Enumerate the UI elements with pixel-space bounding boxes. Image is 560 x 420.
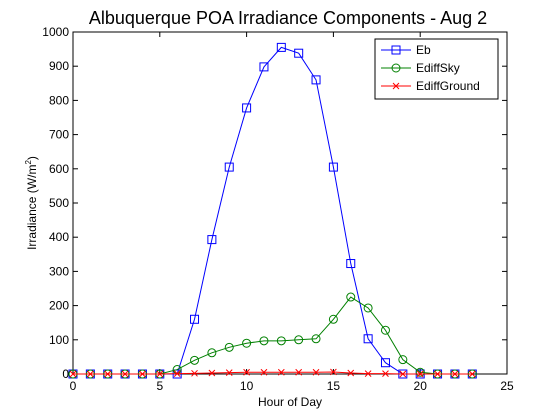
data-point-ediffground [295,368,303,376]
data-point-ediffsky [398,355,408,365]
legend: Eb EdiffSky EdiffGround [374,38,499,100]
data-point-eb [363,334,373,344]
legend-label: EdiffGround [416,79,480,93]
x-tick-label: 20 [414,379,428,393]
legend-entry-eb: Eb [381,43,431,57]
data-point-ediffsky [311,334,321,344]
y-tick-label: 300 [49,264,69,278]
y-axis-label-close: ) [25,156,39,160]
data-point-eb [346,259,356,269]
legend-swatch-marker [391,45,401,55]
y-tick-label: 0 [62,367,69,381]
data-point-ediffsky [190,355,200,365]
legend-entry-ediffground: EdiffGround [381,79,480,93]
y-tick-label: 900 [49,59,69,73]
data-point-ediffground [225,369,233,376]
y-tick-label: 600 [49,162,69,176]
data-point-ediffsky [415,367,425,377]
data-point-ediffground [139,370,146,378]
x-tick-label: 0 [70,379,77,393]
data-point-ediffsky [242,338,252,348]
data-point-ediffsky [224,342,234,352]
data-point-ediffground [330,368,337,376]
data-point-ediffsky [294,335,304,345]
legend-box [374,38,499,100]
data-point-ediffsky [259,336,269,346]
data-point-ediffground [382,370,389,378]
data-point-ediffground [208,369,216,377]
x-axis-label: Hour of Day [258,395,322,409]
data-point-eb [190,314,200,324]
data-point-ediffground [173,370,181,378]
legend-label: EdiffSky [416,61,460,75]
y-tick-label: 1000 [42,25,69,39]
legend-swatch-marker [391,63,401,73]
chart-title: Albuquerque POA Irradiance Components - … [89,8,487,28]
x-tick-label: 10 [240,379,254,393]
data-point-ediffground [468,370,476,378]
y-tick-label: 400 [49,230,69,244]
data-point-ediffground [104,370,112,378]
y-tick-label: 700 [49,128,69,142]
data-point-eb [224,162,234,172]
y-tick-label: 100 [49,333,69,347]
data-point-ediffground [121,370,129,378]
data-point-ediffground [434,370,441,378]
data-point-ediffground [312,368,320,376]
data-point-eb [259,62,269,72]
x-tick-label: 15 [327,379,341,393]
data-point-ediffground [243,368,250,376]
data-point-ediffground [156,370,164,378]
y-axis-label-superscript: 2 [24,160,33,165]
data-point-eb [242,103,252,113]
data-point-ediffground [277,368,285,376]
y-axis-label-main: Irradiance (W/m [25,165,39,250]
y-tick-label: 200 [49,299,69,313]
data-point-eb [328,162,338,172]
data-point-ediffsky [380,325,390,335]
data-point-ediffsky [346,292,356,302]
series-line-ediffground [73,371,473,375]
data-point-eb [207,235,217,245]
data-point-eb [276,42,286,52]
series-layer [68,42,477,379]
y-tick-label: 500 [49,196,69,210]
data-point-ediffsky [207,348,217,358]
data-point-ediffground [399,370,407,378]
y-axis-label: Irradiance (W/m2) [24,156,39,250]
data-point-ediffground [416,370,424,378]
legend-swatch-marker [392,82,400,90]
series-ediffground [69,368,476,378]
data-point-ediffsky [363,303,373,313]
data-point-ediffground [87,370,94,378]
data-point-ediffground [260,368,268,376]
data-point-eb [294,48,304,58]
data-point-ediffground [69,370,77,378]
data-point-ediffsky [328,314,338,324]
data-point-ediffground [451,370,459,378]
data-point-eb [311,75,321,85]
y-axis: 0 100 200 300 400 500 600 700 800 900 1000 [42,25,507,381]
legend-entry-ediffsky: EdiffSky [381,61,460,75]
data-point-ediffground [191,369,198,377]
x-axis: 0 5 10 15 20 25 [70,32,514,393]
data-point-ediffground [364,370,372,378]
x-tick-label: 25 [500,379,514,393]
legend-label: Eb [416,43,431,57]
data-point-ediffground [347,369,355,377]
y-tick-label: 800 [49,93,69,107]
x-tick-label: 5 [156,379,163,393]
data-point-ediffsky [276,336,286,346]
data-point-eb [380,358,390,368]
